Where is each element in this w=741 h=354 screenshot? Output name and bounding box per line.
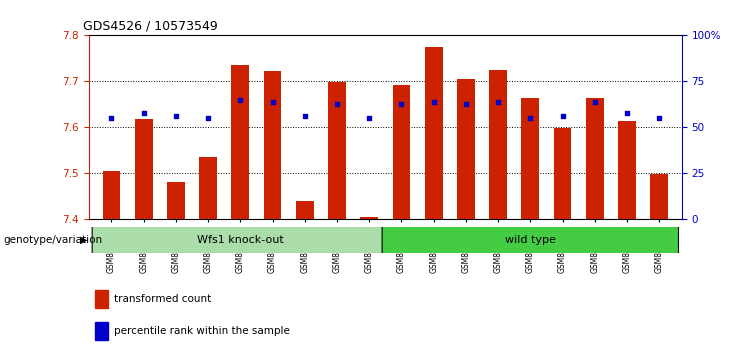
Point	[202, 115, 214, 121]
Point	[556, 114, 568, 119]
Point	[525, 115, 536, 121]
Bar	[360, 217, 378, 219]
Point	[170, 114, 182, 119]
Bar	[457, 79, 475, 219]
Bar	[651, 175, 668, 219]
Bar	[554, 129, 571, 219]
Point	[654, 115, 665, 121]
Text: transformed count: transformed count	[114, 294, 211, 304]
Bar	[296, 201, 313, 219]
Point	[138, 110, 150, 115]
Bar	[264, 71, 282, 219]
Bar	[328, 82, 346, 219]
Point	[589, 99, 601, 104]
Point	[428, 99, 439, 104]
Text: GDS4526 / 10573549: GDS4526 / 10573549	[83, 20, 218, 33]
Bar	[167, 182, 185, 219]
Point	[492, 99, 504, 104]
Bar	[231, 65, 249, 219]
Bar	[95, 322, 108, 340]
Point	[299, 114, 310, 119]
Bar	[522, 98, 539, 219]
Bar	[102, 171, 120, 219]
Text: percentile rank within the sample: percentile rank within the sample	[114, 326, 290, 336]
Point	[460, 101, 472, 106]
Text: ▶: ▶	[80, 235, 87, 245]
Bar	[489, 70, 507, 219]
Bar	[618, 121, 636, 219]
Bar	[425, 47, 442, 219]
Point	[363, 115, 375, 121]
Point	[331, 101, 343, 106]
FancyBboxPatch shape	[382, 225, 679, 255]
Bar	[199, 158, 217, 219]
Point	[105, 115, 117, 121]
Text: Wfs1 knock-out: Wfs1 knock-out	[197, 235, 284, 245]
Bar	[95, 290, 108, 308]
Text: wild type: wild type	[505, 235, 556, 245]
Point	[621, 110, 633, 115]
Point	[267, 99, 279, 104]
Point	[396, 101, 408, 106]
FancyBboxPatch shape	[92, 225, 388, 255]
Point	[234, 97, 246, 103]
Bar	[393, 85, 411, 219]
Bar	[135, 119, 153, 219]
Text: genotype/variation: genotype/variation	[4, 235, 103, 245]
Bar	[586, 98, 604, 219]
